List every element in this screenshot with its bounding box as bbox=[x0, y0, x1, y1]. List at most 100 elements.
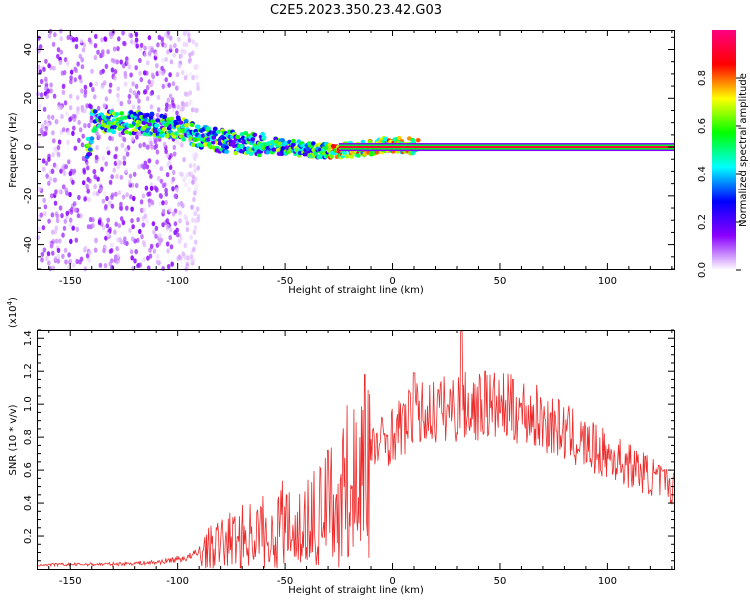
heatmap-ridge-cell bbox=[383, 136, 388, 142]
heatmap-noise-cell bbox=[194, 42, 199, 48]
heatmap-noise-cell bbox=[143, 160, 148, 166]
heatmap-noise-cell bbox=[172, 151, 177, 157]
heatmap-noise-cell bbox=[121, 220, 126, 226]
heatmap-noise-cell bbox=[160, 65, 164, 71]
heatmap-noise-cell bbox=[38, 186, 42, 192]
heatmap-noise-cell bbox=[104, 161, 108, 167]
heatmap-noise-cell bbox=[62, 83, 66, 89]
heatmap-noise-cell bbox=[157, 34, 162, 41]
heatmap-noise-cell bbox=[131, 104, 136, 110]
spectrogram-panel: -150 -100 -50 0 50 100 -40 -20 0 20 40 Height of … bbox=[8, 28, 675, 296]
heatmap-noise-cell bbox=[149, 185, 154, 191]
heatmap-noise-cell bbox=[51, 265, 56, 271]
heatmap-noise-cell bbox=[51, 238, 56, 244]
heatmap-noise-cell bbox=[94, 158, 99, 164]
heatmap-noise-cell bbox=[139, 77, 144, 83]
heatmap-noise-cell bbox=[69, 35, 73, 41]
heatmap-noise-cell bbox=[161, 182, 166, 189]
heatmap-noise-cell bbox=[45, 255, 49, 261]
heatmap-noise-cell bbox=[74, 237, 79, 243]
heatmap-noise-cell bbox=[123, 239, 127, 246]
heatmap-noise-cell bbox=[112, 46, 117, 52]
heatmap-noise-cell bbox=[82, 167, 86, 173]
heatmap-noise-cell bbox=[96, 49, 100, 55]
heatmap-noise-cell bbox=[87, 122, 91, 129]
heatmap-noise-cell bbox=[89, 82, 93, 88]
heatmap-noise-cell bbox=[88, 250, 92, 256]
heatmap-noise-cell bbox=[45, 173, 49, 179]
y-tick-label: -40 bbox=[23, 236, 34, 252]
heatmap-ridge-cell bbox=[180, 124, 186, 129]
heatmap-noise-cell bbox=[78, 127, 83, 133]
heatmap-noise-cell bbox=[184, 242, 188, 248]
heatmap-noise-cell bbox=[98, 262, 103, 268]
heatmap-noise-cell bbox=[36, 234, 40, 241]
heatmap-noise-cell bbox=[193, 225, 198, 231]
heatmap-noise-cell bbox=[125, 151, 130, 157]
heatmap-noise-cell bbox=[192, 162, 197, 168]
y-tick-label: 0.6 bbox=[23, 462, 34, 478]
heatmap-noise-cell bbox=[106, 232, 110, 238]
heatmap-noise-cell bbox=[110, 174, 114, 180]
heatmap-noise-cell bbox=[78, 259, 82, 265]
heatmap-noise-cell bbox=[176, 139, 180, 145]
heatmap-noise-cell bbox=[51, 229, 55, 235]
heatmap-noise-cell bbox=[43, 119, 48, 125]
heatmap-noise-cell bbox=[160, 36, 164, 42]
x-tick-label: -100 bbox=[166, 276, 189, 287]
heatmap-noise-cell bbox=[141, 222, 146, 228]
heatmap-noise-cell bbox=[152, 248, 157, 254]
heatmap-noise-cell bbox=[119, 59, 123, 65]
heatmap-noise-cell bbox=[138, 143, 142, 149]
heatmap-noise-cell bbox=[121, 30, 125, 36]
heatmap-noise-cell bbox=[132, 195, 136, 202]
heatmap-noise-cell bbox=[108, 179, 113, 185]
heatmap-ridge-cell bbox=[119, 111, 125, 116]
heatmap-noise-cell bbox=[195, 63, 200, 69]
heatmap-noise-cell bbox=[196, 85, 200, 91]
heatmap-noise-cell bbox=[185, 220, 190, 226]
heatmap-ridge-cell bbox=[202, 142, 208, 147]
heatmap-noise-cell bbox=[76, 106, 80, 112]
y-tick-label: -20 bbox=[23, 188, 34, 204]
heatmap-noise-cell bbox=[71, 130, 75, 136]
heatmap-noise-cell bbox=[51, 130, 55, 136]
heatmap-noise-cell bbox=[67, 159, 71, 165]
heatmap-noise-cell bbox=[49, 193, 54, 199]
heatmap-ridge-cell bbox=[349, 154, 355, 159]
snr-y-scale: (x104) bbox=[6, 297, 19, 328]
heatmap-noise-cell bbox=[132, 90, 137, 96]
heatmap-noise-cell bbox=[130, 136, 135, 142]
heatmap-band-core bbox=[338, 146, 674, 149]
heatmap-noise-cell bbox=[187, 186, 191, 192]
heatmap-noise-cell bbox=[169, 152, 173, 159]
heatmap-noise-cell bbox=[161, 83, 166, 89]
heatmap-noise-cell bbox=[94, 81, 99, 87]
heatmap-noise-cell bbox=[196, 81, 200, 88]
heatmap-noise-cell bbox=[71, 113, 76, 119]
heatmap-noise-cell bbox=[178, 218, 182, 224]
heatmap-noise-cell bbox=[97, 220, 102, 226]
heatmap-noise-cell bbox=[137, 98, 141, 104]
heatmap-noise-cell bbox=[115, 173, 119, 180]
heatmap-noise-cell bbox=[76, 61, 80, 67]
heatmap-noise-cell bbox=[188, 179, 192, 185]
heatmap-ridge-cell bbox=[329, 154, 334, 159]
heatmap-noise-cell bbox=[139, 199, 144, 205]
heatmap-noise-cell bbox=[130, 236, 135, 242]
heatmap-noise-cell bbox=[87, 257, 91, 263]
snr-frame bbox=[37, 330, 675, 570]
heatmap-ridge-cell bbox=[290, 138, 296, 144]
x-tick-label: -50 bbox=[277, 276, 293, 287]
snr-y-axis: 0.2 0.4 0.6 0.8 1.0 1.2 1.4 bbox=[23, 329, 674, 562]
spectrogram-x-label: Height of straight line (km) bbox=[288, 285, 424, 296]
heatmap-noise-cell bbox=[125, 192, 129, 198]
heatmap-noise-cell bbox=[99, 69, 103, 76]
heatmap-noise-cell bbox=[39, 92, 44, 98]
heatmap-ridge-cell bbox=[106, 115, 111, 120]
heatmap-noise-cell bbox=[68, 171, 73, 177]
x-tick-label: 50 bbox=[494, 276, 507, 287]
heatmap-ridge-cell bbox=[195, 124, 201, 129]
heatmap-noise-cell bbox=[114, 259, 119, 265]
heatmap-noise-cell bbox=[83, 123, 87, 129]
